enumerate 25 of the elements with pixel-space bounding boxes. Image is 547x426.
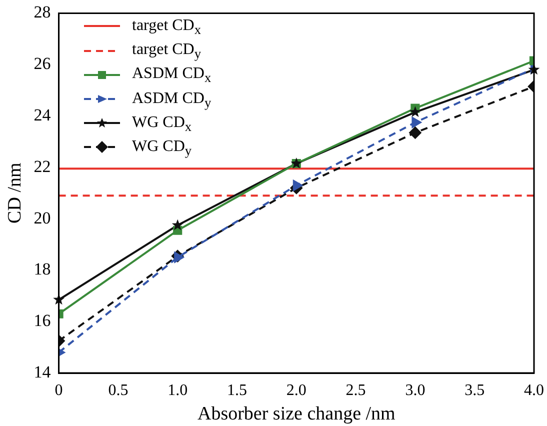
- y-axis-title: CD /nm: [4, 162, 26, 224]
- legend-label: target CD$_{x}$: [132, 17, 202, 38]
- x-tick-label: 3.5: [464, 382, 485, 399]
- y-tick-label: 16: [34, 311, 51, 330]
- x-tick-label: 3.0: [405, 382, 426, 399]
- y-tick-label: 14: [34, 362, 52, 382]
- y-tick-label: 28: [34, 2, 51, 22]
- x-tick-label: 1.5: [227, 382, 247, 399]
- legend-label: target CD$_{y}$: [132, 41, 202, 62]
- legend-label: WG CD$_{y}$: [132, 138, 192, 158]
- y-tick-label: 24: [34, 105, 52, 124]
- x-tick-label: 1.0: [168, 382, 188, 399]
- legend-label: ASDM CD$_{x}$: [132, 65, 212, 86]
- x-tick-label: 0.5: [108, 382, 128, 399]
- y-tick-label: 22: [34, 156, 51, 176]
- y-tick-label: 26: [34, 54, 51, 74]
- x-tick-label: 0: [54, 382, 63, 399]
- x-tick-label: 2.0: [286, 382, 306, 399]
- x-axis-title: Absorber size change /nm: [197, 404, 396, 425]
- legend-label: ASDM CD$_{y}$: [132, 90, 212, 110]
- x-tick-label: 4.0: [524, 382, 544, 399]
- legend-label: WG CD$_{x}$: [132, 114, 192, 134]
- y-tick-label: 20: [34, 208, 51, 228]
- x-tick-label: 2.5: [346, 382, 366, 399]
- y-tick-label: 18: [34, 260, 51, 279]
